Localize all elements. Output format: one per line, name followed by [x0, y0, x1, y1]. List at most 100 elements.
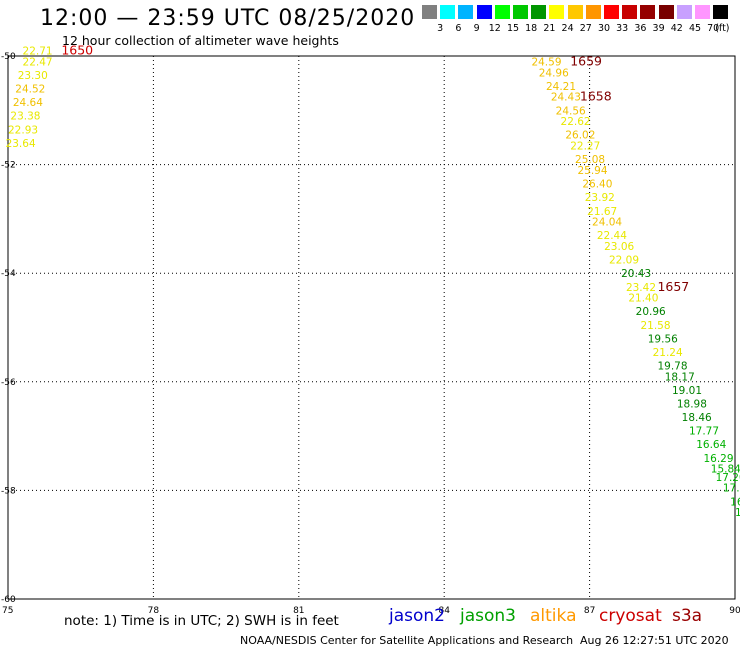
- wave-height-label: 24.56: [556, 105, 586, 117]
- wave-height-label: 21.67: [587, 206, 617, 218]
- satellite-label-altika: altika: [530, 606, 577, 626]
- wave-height-label: 23.30: [18, 70, 48, 82]
- x-tick-label: 78: [148, 606, 160, 616]
- wave-height-label: 16.: [730, 496, 740, 508]
- color-scale-label: 15: [506, 23, 520, 34]
- color-swatch: [640, 5, 656, 19]
- color-scale-label: 33: [616, 23, 629, 34]
- color-scale-unit: (ft): [715, 23, 730, 34]
- color-swatch: [458, 5, 474, 19]
- wave-height-label: 24.21: [546, 81, 576, 93]
- track-time-label: 1658: [580, 89, 612, 104]
- wave-height-label: 23.42: [626, 282, 656, 294]
- color-swatch: [549, 5, 565, 19]
- color-swatch: [440, 5, 456, 19]
- color-swatch: [585, 5, 601, 19]
- wave-height-label: 15.84: [711, 464, 740, 476]
- track-time-label: 1650: [61, 43, 93, 58]
- wave-height-label: 24.96: [539, 67, 569, 79]
- x-tick-label: 84: [438, 606, 450, 616]
- color-scale-label: 9: [473, 23, 480, 34]
- color-scale-label: 21: [543, 23, 556, 34]
- wave-height-label: 25.94: [577, 165, 607, 177]
- color-swatch: [494, 5, 510, 19]
- y-tick-label: -60: [1, 595, 16, 605]
- wave-height-label: 17.20: [716, 472, 740, 484]
- wave-height-label: 22.44: [597, 230, 627, 242]
- satellite-label-jason2: jason2: [389, 606, 445, 626]
- y-tick-label: -58: [1, 486, 16, 496]
- color-scale-label: 36: [634, 23, 647, 34]
- wave-height-label: 26.40: [582, 179, 612, 191]
- wave-height-label: 19.78: [657, 361, 687, 373]
- chart-title: 12:00 — 23:59 UTC 08/25/2020: [40, 6, 416, 31]
- wave-height-label: 23.64: [6, 138, 36, 150]
- y-tick-label: -52: [1, 161, 16, 171]
- wave-height-label: 25.08: [575, 154, 605, 166]
- wave-height-label: 24.52: [15, 84, 45, 96]
- wave-height-label: 24.43: [551, 92, 581, 104]
- wave-height-label: 26.02: [565, 130, 595, 142]
- x-tick-label: 90: [729, 606, 740, 616]
- wave-height-label: 17.2: [723, 483, 740, 495]
- color-scale-label: 6: [455, 23, 462, 34]
- color-scale-label: 45: [688, 23, 702, 34]
- plot-frame: [7, 55, 736, 600]
- color-scale-label: 42: [670, 23, 683, 34]
- color-swatch: [531, 5, 547, 19]
- color-swatch: [604, 5, 619, 19]
- satellite-label-cryosat: cryosat: [599, 606, 662, 626]
- color-swatch: [422, 5, 437, 19]
- wave-height-label: 20.96: [636, 306, 666, 318]
- satellite-label-s3a: s3a: [672, 606, 703, 626]
- wave-height-label: 22.93: [8, 124, 38, 136]
- color-swatch: [513, 5, 528, 19]
- wave-height-label: 16.64: [696, 439, 726, 451]
- wave-height-label: 22.27: [570, 141, 600, 153]
- y-tick-label: -56: [1, 378, 16, 388]
- wave-height-label: 19.56: [648, 333, 678, 345]
- x-tick-label: 87: [584, 606, 595, 616]
- wave-height-label: 23.92: [585, 192, 615, 204]
- color-swatch: [567, 5, 583, 19]
- wave-height-label: 23.38: [10, 111, 40, 123]
- wave-height-label: 22.71: [23, 46, 53, 58]
- footer-note: note: 1) Time is in UTC; 2) SWH is in fe…: [64, 613, 339, 629]
- wave-height-label: 22.62: [561, 116, 591, 128]
- color-scale-label: 39: [652, 23, 665, 34]
- color-scale-label: 24: [561, 23, 574, 34]
- color-scale-label: 30: [597, 23, 611, 34]
- x-tick-label: 81: [293, 606, 304, 616]
- wave-height-label: 21.58: [640, 320, 670, 332]
- wave-height-label: 20.43: [621, 268, 651, 280]
- wave-height-label: 24.04: [592, 217, 622, 229]
- wave-height-label: 22.47: [23, 56, 53, 68]
- x-tick-label: 75: [2, 606, 13, 616]
- color-swatch: [695, 5, 710, 19]
- wave-height-label: 16.29: [703, 453, 733, 465]
- wave-height-label: 19.01: [672, 385, 702, 397]
- color-swatch: [622, 5, 638, 19]
- wave-height-label: 18.17: [665, 371, 695, 383]
- wave-height-label: 18.98: [677, 399, 707, 411]
- wave-height-label: 17.77: [689, 426, 719, 438]
- color-swatch: [658, 5, 674, 19]
- color-scale-label: 27: [579, 23, 592, 34]
- wave-height-label: 24.64: [13, 97, 43, 109]
- wave-height-label: 1: [735, 507, 740, 519]
- credit-line: NOAA/NESDIS Center for Satellite Applica…: [240, 634, 574, 647]
- satellite-label-jason3: jason3: [460, 606, 516, 626]
- wave-height-label: 21.24: [653, 347, 683, 359]
- generation-timestamp: Aug 26 12:27:51 UTC 2020: [580, 634, 729, 647]
- y-tick-label: -50: [1, 52, 16, 62]
- color-swatch: [676, 5, 692, 19]
- color-swatch: [713, 5, 729, 19]
- color-swatch: [476, 5, 492, 19]
- wave-height-label: 23.06: [604, 241, 634, 253]
- chart-subtitle: 12 hour collection of altimeter wave hei…: [62, 33, 339, 48]
- track-time-label: 1659: [570, 53, 602, 68]
- wave-height-label: 21.40: [628, 293, 658, 305]
- color-scale-label: 18: [525, 23, 538, 34]
- color-scale-label: 3: [437, 23, 444, 34]
